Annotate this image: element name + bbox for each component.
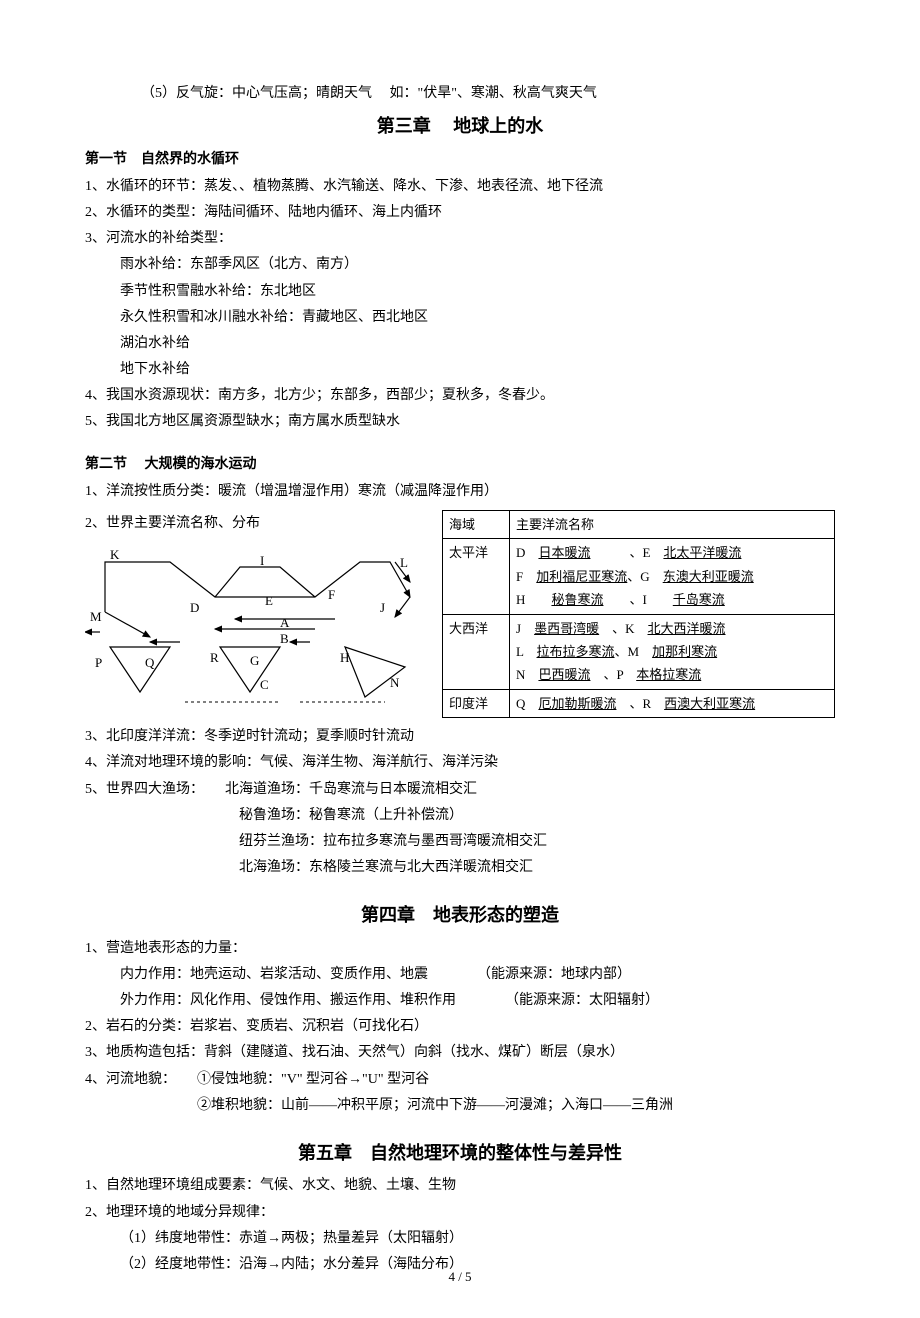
svg-text:M: M [90, 609, 102, 624]
list-item: 4、我国水资源现状：南方多，北方少；东部多，西部少；夏秋多，冬春少。 [85, 383, 835, 408]
list-item: 1、洋流按性质分类：暖流（增温增湿作用）寒流（减温降湿作用） [85, 479, 835, 504]
svg-text:F: F [328, 587, 335, 602]
list-item: （1）纬度地带性：赤道→两极；热量差异（太阳辐射） [120, 1226, 835, 1251]
table-header: 海域 [443, 511, 510, 539]
page-footer: 4 / 5 [0, 1265, 920, 1288]
ocean-current-table: 海域主要洋流名称 太平洋 D 日本暖流 、E 北太平洋暖流 F 加利福尼亚寒流、… [442, 510, 835, 718]
svg-text:A: A [280, 615, 290, 630]
svg-text:J: J [380, 600, 385, 615]
list-item: 3、北印度洋洋流：冬季逆时针流动；夏季顺时针流动 [85, 724, 835, 749]
chapter-5-title: 第五章 自然地理环境的整体性与差异性 [85, 1137, 835, 1169]
list-item: ②堆积地貌：山前——冲积平原；河流中下游——河漫滩；入海口——三角洲 [85, 1093, 835, 1118]
section-3-2-title: 第二节 大规模的海水运动 [85, 452, 835, 477]
sub-list: 内力作用：地壳运动、岩浆活动、变质作用、地震 （能源来源：地球内部） 外力作用：… [85, 962, 835, 1013]
list-item: 4、河流地貌： ①侵蚀地貌："V" 型河谷→"U" 型河谷 [85, 1067, 835, 1092]
document-page: （5）反气旋：中心气压高；晴朗天气 如："伏旱"、寒潮、秋高气爽天气 第三章 地… [0, 0, 920, 1318]
list-item: 雨水补给：东部季风区（北方、南方） [120, 252, 835, 277]
list-item: 5、我国北方地区属资源型缺水；南方属水质型缺水 [85, 409, 835, 434]
list-item: 1、营造地表形态的力量： [85, 936, 835, 961]
list-item: 1、自然地理环境组成要素：气候、水文、地貌、土壤、生物 [85, 1173, 835, 1198]
chapter-3-title: 第三章 地球上的水 [85, 110, 835, 142]
table-cell: J 墨西哥湾暖 、K 北大西洋暖流 L 拉布拉多寒流、M 加那利寒流 N 巴西暖… [510, 614, 835, 689]
list-item: 4、洋流对地理环境的影响：气候、海洋生物、海洋航行、海洋污染 [85, 750, 835, 775]
list-item: 地下水补给 [120, 357, 835, 382]
table-header: 主要洋流名称 [510, 511, 835, 539]
list-item: 3、河流水的补给类型： [85, 226, 835, 251]
svg-text:Q: Q [145, 655, 155, 670]
table-cell: Q 厄加勒斯暖流 、R 西澳大利亚寒流 [510, 689, 835, 717]
svg-text:C: C [260, 677, 269, 692]
list-item: 1、水循环的环节：蒸发、、植物蒸腾、水汽输送、降水、下渗、地表径流、地下径流 [85, 174, 835, 199]
svg-text:I: I [260, 553, 264, 568]
list-item: 5、世界四大渔场： 北海道渔场：千岛寒流与日本暖流相交汇 [85, 777, 835, 802]
list-item: 2、岩石的分类：岩浆岩、变质岩、沉积岩（可找化石） [85, 1014, 835, 1039]
list-item: 北海渔场：东格陵兰寒流与北大西洋暖流相交汇 [239, 855, 835, 880]
section-3-1-title: 第一节 自然界的水循环 [85, 147, 835, 172]
list-item: 内力作用：地壳运动、岩浆活动、变质作用、地震 （能源来源：地球内部） [120, 962, 835, 987]
svg-text:P: P [95, 655, 102, 670]
list-item: 永久性积雪和冰川融水补给：青藏地区、西北地区 [120, 305, 835, 330]
svg-text:B: B [280, 631, 289, 646]
list-item: 2、地理环境的地域分异规律： [85, 1200, 835, 1225]
table-cell: 印度洋 [443, 689, 510, 717]
svg-text:R: R [210, 650, 219, 665]
list-item: 外力作用：风化作用、侵蚀作用、搬运作用、堆积作用 （能源来源：太阳辐射） [120, 988, 835, 1013]
list-item: 2、水循环的类型：海陆间循环、陆地内循环、海上内循环 [85, 200, 835, 225]
sub-list: 秘鲁渔场：秘鲁寒流（上升补偿流） 纽芬兰渔场：拉布拉多寒流与墨西哥湾暖流相交汇 … [85, 803, 835, 881]
table-cell: D 日本暖流 、E 北太平洋暖流 F 加利福尼亚寒流、G 东澳大利亚暖流 H 秘… [510, 539, 835, 614]
svg-text:D: D [190, 600, 199, 615]
list-item: 3、地质构造包括：背斜（建隧道、找石油、天然气）向斜（找水、煤矿）断层（泉水） [85, 1040, 835, 1065]
ocean-current-diagram: K I L M D E F J AB P Q R G C H N [85, 537, 430, 712]
svg-text:E: E [265, 593, 273, 608]
paragraph: （5）反气旋：中心气压高；晴朗天气 如："伏旱"、寒潮、秋高气爽天气 [85, 81, 835, 106]
svg-text:H: H [340, 650, 349, 665]
svg-text:L: L [400, 555, 408, 570]
list-item: 2、世界主要洋流名称、分布 [85, 511, 430, 536]
diagram-and-table-row: 2、世界主要洋流名称、分布 K I L M D E F J AB P Q R G C H N 海域… [85, 510, 835, 718]
list-item: 湖泊水补给 [120, 331, 835, 356]
list-item: 秘鲁渔场：秘鲁寒流（上升补偿流） [239, 803, 835, 828]
list-item: 季节性积雪融水补给：东北地区 [120, 279, 835, 304]
list-item: 纽芬兰渔场：拉布拉多寒流与墨西哥湾暖流相交汇 [239, 829, 835, 854]
svg-text:G: G [250, 653, 259, 668]
svg-text:K: K [110, 547, 120, 562]
sub-list: 雨水补给：东部季风区（北方、南方） 季节性积雪融水补给：东北地区 永久性积雪和冰… [85, 252, 835, 382]
table-cell: 太平洋 [443, 539, 510, 614]
chapter-4-title: 第四章 地表形态的塑造 [85, 899, 835, 931]
svg-text:N: N [390, 675, 400, 690]
table-cell: 大西洋 [443, 614, 510, 689]
